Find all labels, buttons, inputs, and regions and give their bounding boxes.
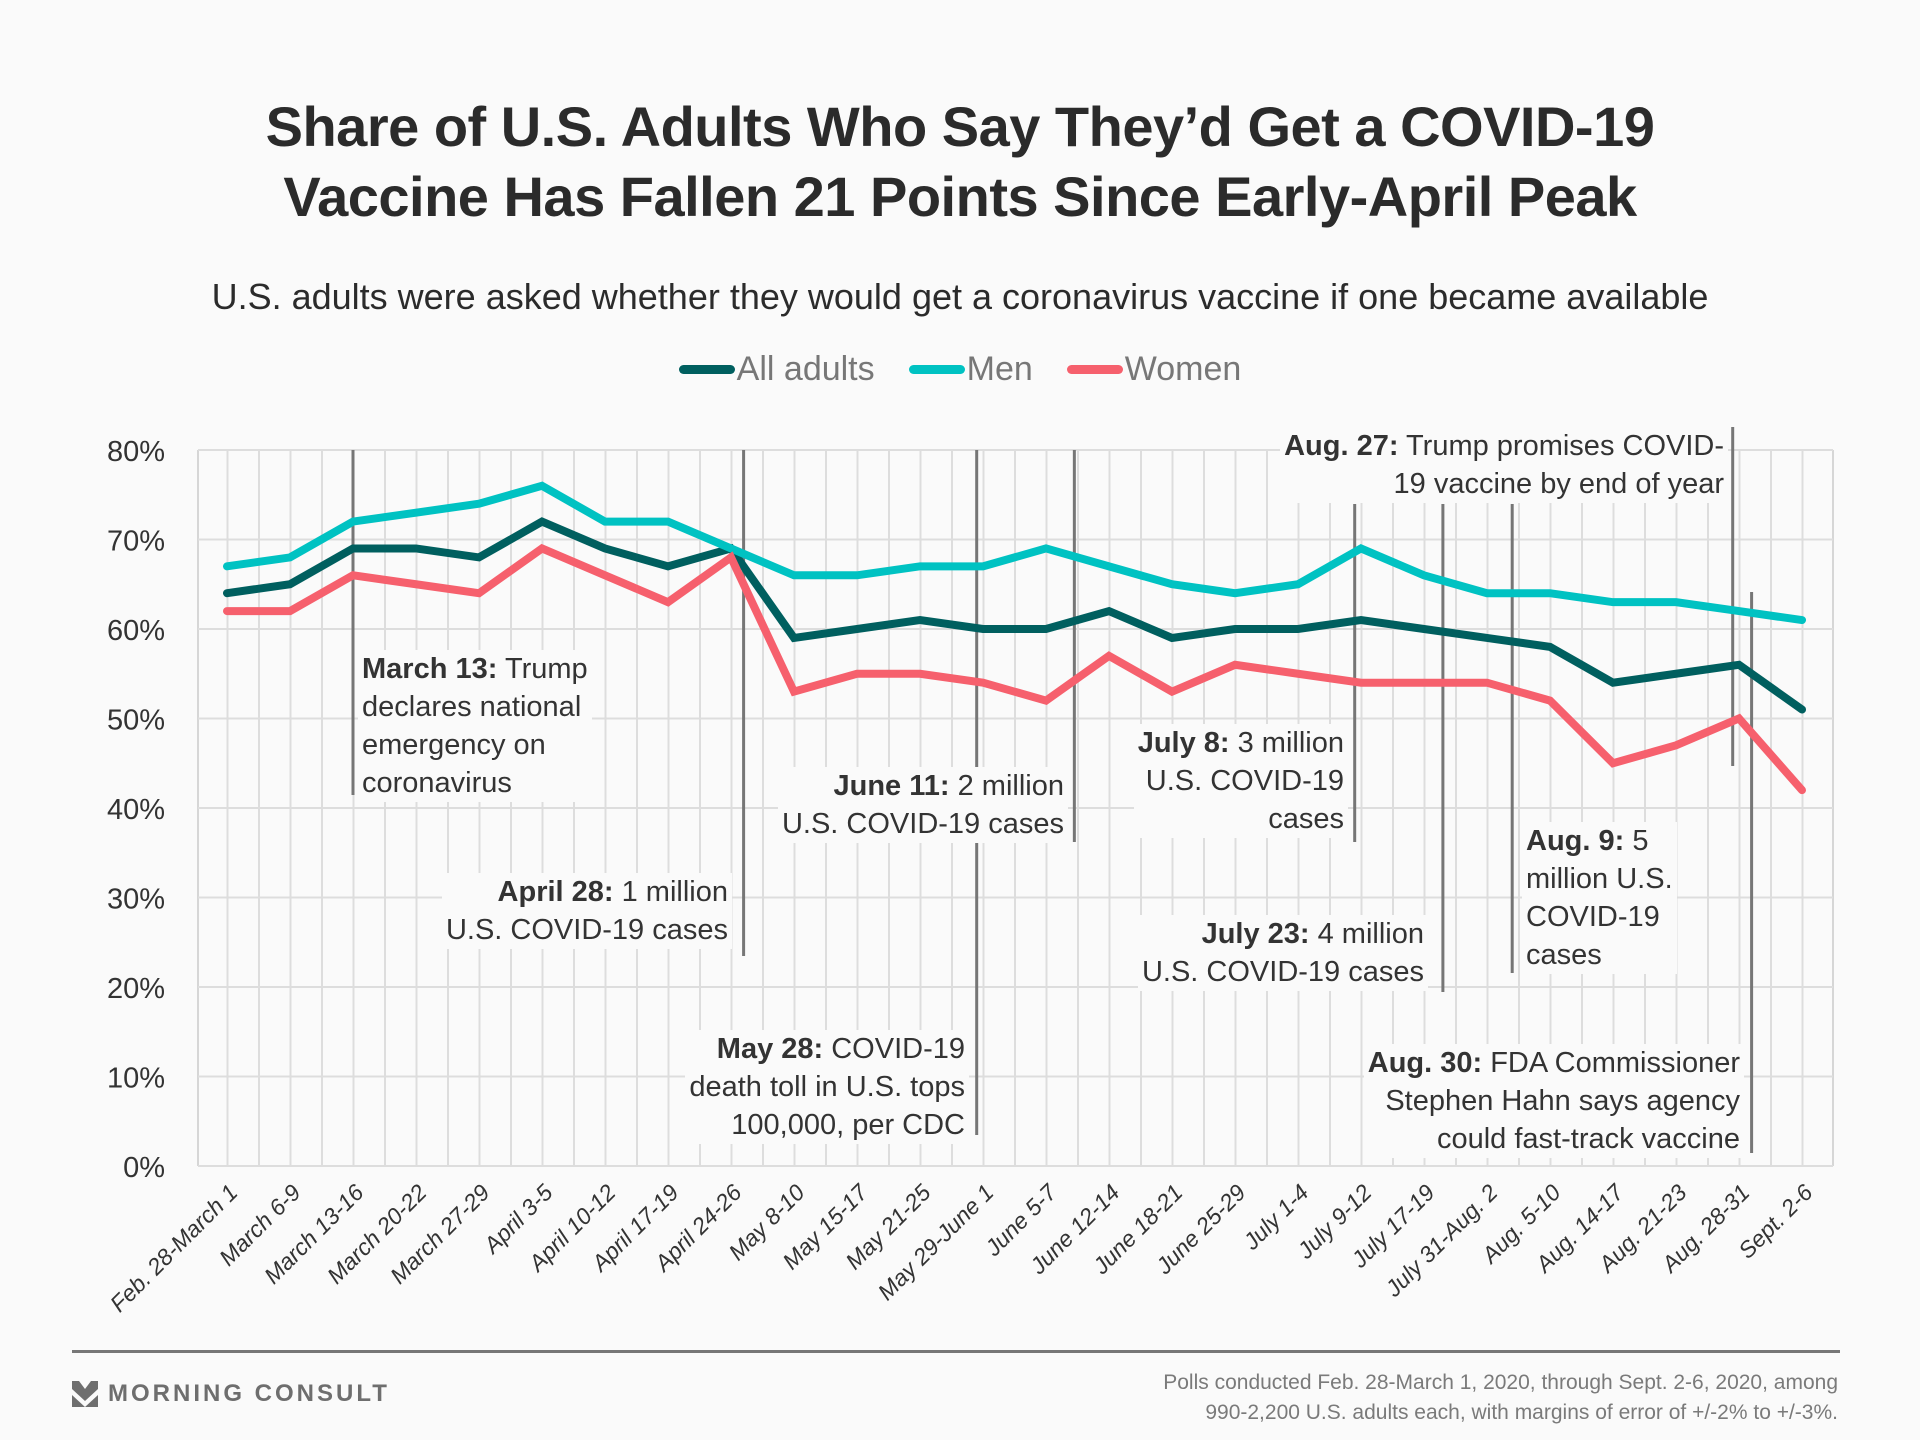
annotation-aug27: Aug. 27: Trump promises COVID- 19 vaccin… (1280, 427, 1728, 503)
annotation-date: Aug. 30: (1367, 1047, 1483, 1079)
y-tick-label: 10% (107, 1063, 165, 1095)
annotation-july23: July 23: 4 million U.S. COVID-19 cases (1137, 915, 1428, 991)
legend-item-women: Women (1066, 350, 1242, 389)
y-tick-label: 40% (107, 794, 165, 826)
chart-subtitle: U.S. adults were asked whether they woul… (211, 276, 1709, 317)
annotation-text: U.S. COVID-19 cases (781, 808, 1064, 840)
annotation-text: coronavirus (362, 767, 512, 799)
y-tick-label: 50% (107, 705, 165, 737)
chart-title: Share of U.S. Adults Who Say They’d Get … (0, 92, 1920, 232)
legend-item-men: Men (908, 350, 1033, 389)
source-line-2: 990-2,200 U.S. adults each, with margins… (1205, 1401, 1838, 1424)
chart-title-line-2: Vaccine Has Fallen 21 Points Since Early… (283, 165, 1637, 228)
annotation-text: FDA Commissioner (1490, 1047, 1740, 1079)
y-tick-label: 70% (107, 526, 165, 558)
legend-label-all-adults: All adults (736, 350, 875, 388)
annotation-text: 2 million (957, 770, 1064, 802)
legend-swatch-men (908, 365, 965, 374)
annotation-july8: July 8: 3 million U.S. COVID-19 cases (1133, 724, 1348, 838)
annotation-text: million U.S. (1526, 863, 1673, 895)
annotation-date: July 8: (1137, 727, 1230, 759)
legend: All adults Men Women (0, 350, 1920, 389)
annotation-text: COVID-19 (1526, 901, 1660, 933)
series-lines (223, 481, 1806, 795)
y-tick-label: 30% (107, 884, 165, 916)
x-tick-label: July 31-Aug. 2 (1379, 1179, 1502, 1302)
annotation-text: Trump promises COVID- (1406, 430, 1724, 462)
annotation-april28: April 28: 1 million U.S. COVID-19 cases (441, 873, 732, 949)
annotation-date: Aug. 27: (1284, 430, 1399, 462)
annotation-text: 4 million (1317, 918, 1424, 950)
annotation-text: 1 million (621, 876, 728, 908)
annotation-text: 5 (1632, 825, 1649, 857)
y-axis-ticks: 0% 10% 20% 30% 40% 50% 60% 70% 80% (107, 436, 165, 1184)
morning-consult-logo: MORNING CONSULT (72, 1380, 390, 1408)
annotation-text: cases (1526, 939, 1602, 971)
y-tick-label: 80% (107, 436, 165, 468)
annotation-date: June 11: (833, 770, 950, 802)
annotation-date: March 13: (362, 653, 498, 685)
logo-text: MORNING CONSULT (108, 1380, 390, 1407)
footer-divider (72, 1350, 1840, 1353)
series-line-women (223, 543, 1806, 795)
annotation-date: May 28: (716, 1033, 824, 1065)
annotation-text: U.S. COVID-19 cases (1141, 956, 1424, 988)
annotation-text: U.S. COVID-19 (1145, 765, 1344, 797)
source-line-1: Polls conducted Feb. 28-March 1, 2020, t… (1163, 1371, 1838, 1394)
legend-label-women: Women (1124, 350, 1242, 388)
annotation-text: 19 vaccine by end of year (1393, 468, 1724, 500)
series-line-all-adults (223, 517, 1806, 714)
annotation-text: Trump (504, 653, 588, 685)
morning-consult-logo-icon (72, 1381, 98, 1407)
legend-label-men: Men (966, 350, 1033, 388)
annotation-text: Stephen Hahn says agency (1385, 1085, 1740, 1117)
annotation-march13: March 13: Trump declares national emerge… (358, 650, 592, 802)
annotation-may28: May 28: COVID-19 death toll in U.S. tops… (685, 1030, 969, 1144)
series-line-men (223, 481, 1806, 625)
annotation-text: 3 million (1237, 727, 1344, 759)
annotation-date: Aug. 9: (1526, 825, 1625, 857)
annotation-text: U.S. COVID-19 cases (445, 914, 728, 946)
annotation-date: April 28: (497, 876, 614, 908)
y-tick-label: 60% (107, 615, 165, 647)
annotation-text: 100,000, per CDC (731, 1109, 965, 1141)
annotation-text: could fast-track vaccine (1436, 1123, 1740, 1155)
legend-swatch-all-adults (678, 365, 735, 374)
annotation-aug30: Aug. 30: FDA Commissioner Stephen Hahn s… (1363, 1044, 1744, 1158)
annotation-june11: June 11: 2 million U.S. COVID-19 cases (777, 767, 1068, 843)
annotation-date: July 23: (1201, 918, 1310, 950)
annotation-text: cases (1268, 803, 1344, 835)
annotation-aug9: Aug. 9: 5 million U.S. COVID-19 cases (1522, 822, 1677, 974)
annotation-text: declares national (362, 691, 582, 723)
annotation-text: death toll in U.S. tops (689, 1071, 965, 1103)
y-tick-label: 20% (107, 973, 165, 1005)
chart-title-line-1: Share of U.S. Adults Who Say They’d Get … (265, 95, 1655, 158)
y-tick-label: 0% (123, 1152, 165, 1184)
annotation-text: emergency on (362, 729, 546, 761)
legend-item-all-adults: All adults (678, 350, 875, 389)
annotation-text: COVID-19 (831, 1033, 965, 1065)
legend-swatch-women (1066, 365, 1123, 374)
source-note: Polls conducted Feb. 28-March 1, 2020, t… (1163, 1368, 1838, 1428)
